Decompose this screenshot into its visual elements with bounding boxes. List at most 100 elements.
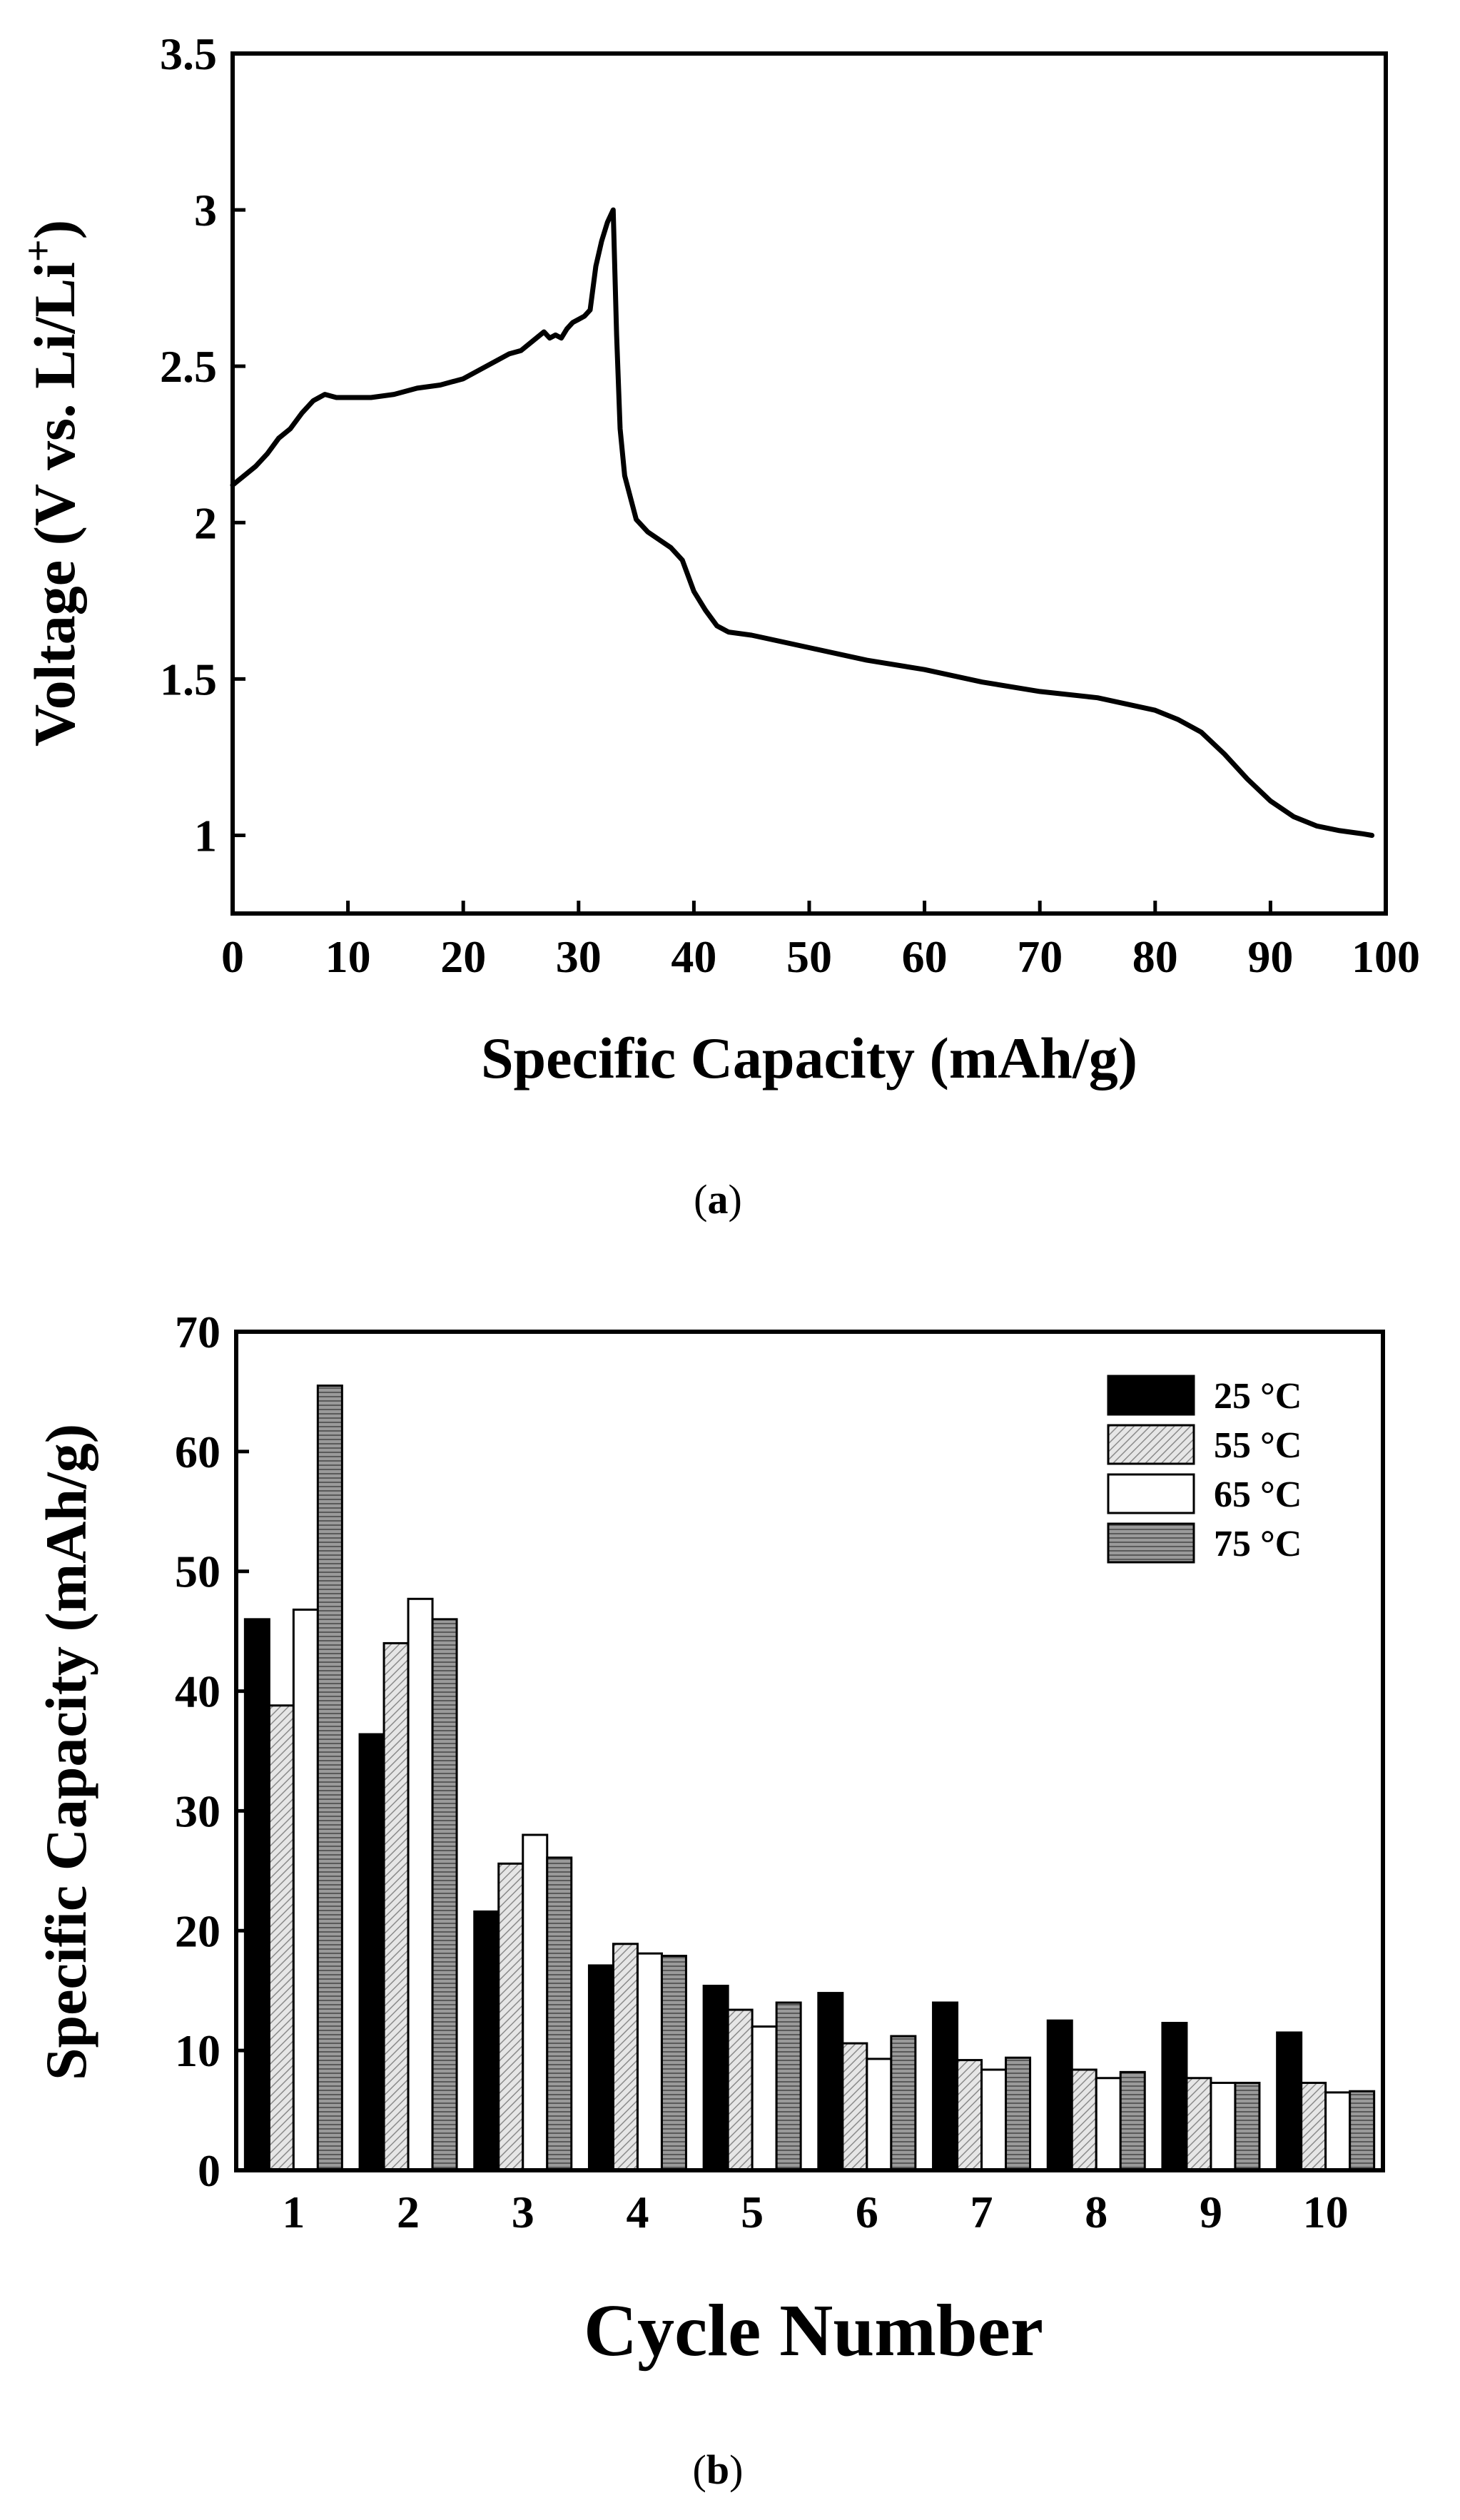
panel-b-legend: 25 °C 55 °C 65 °C 75 °C [1107,1375,1302,1564]
panel-a-x-tick-label-2: 20 [440,931,486,982]
panel-a-x-tick-label-8: 80 [1132,931,1178,982]
panel-b-x-tick-labels: 1 2 3 4 5 6 7 8 9 10 [282,2187,1348,2237]
panel-a-x-axis-title: Specific Capacity (mAh/g) [481,1026,1137,1091]
voltage-curve [230,207,1375,838]
panel-b-caption-letter: b [706,2446,729,2493]
panel-a-caption: (a) [694,1176,742,1223]
panel-a-x-tick-labels: 0 10 20 30 40 50 60 70 80 90 100 [221,931,1420,982]
bar-cycle-3-series-3 [522,1833,549,2172]
bar-cycle-1-series-3 [292,1608,319,2172]
panel-a-x-tick-label-3: 30 [556,931,602,982]
bar-cycle-8-series-2 [1070,2068,1097,2172]
panel-b-x-tick-label-8: 9 [1200,2187,1222,2237]
panel-b-y-tick-labels: 0 10 20 30 40 50 60 70 [175,1307,220,2196]
bar-cycle-3-series-2 [497,1862,524,2172]
panel-a-x-tick-label-0: 0 [221,931,244,982]
panel-b-y-axis-title: Specific Capacity (mAh/g) [34,1424,98,2080]
panel-b-y-tick-label-7: 70 [175,1307,220,1357]
panel-a-frame [230,51,1388,916]
panel-a-ticks [230,51,1388,914]
bar-cycle-7-series-1 [932,2001,959,2172]
panel-a-y-title-sup: + [16,239,61,262]
panel-b-y-tick-label-6: 60 [175,1427,220,1477]
panel-b-x-tick-label-9: 10 [1303,2187,1349,2237]
panel-a-y-title-main: Voltage (V vs. Li/Li [22,262,87,747]
legend-swatch-1 [1107,1375,1195,1416]
panel-b-y-tick-label-2: 20 [175,1906,220,1956]
bar-cycle-2-series-2 [382,1641,410,2172]
panel-b-y-tick-label-4: 40 [175,1666,220,1717]
panel-b-y-tick-label-5: 50 [175,1547,220,1597]
bar-cycle-8-series-1 [1046,2019,1073,2172]
panel-a-y-tick-label-1: 1.5 [160,654,217,704]
bar-cycle-10-series-4 [1349,2090,1376,2172]
panel-a-y-axis-title: Voltage (V vs. Li/Li+) [16,220,87,747]
panel-a-y-tick-label-4: 3 [194,185,217,236]
legend-label-1: 25 °C [1214,1376,1302,1417]
panel-a: 1 1.5 2 2.5 3 3.5 0 10 20 30 40 50 60 70 80 90 100 Spec… [16,29,1420,1223]
panel-b-x-tick-label-1: 2 [397,2187,420,2237]
panel-a-caption-letter: a [708,1176,729,1223]
bar-cycle-5-series-2 [726,2008,754,2172]
panel-a-y-tick-label-5: 3.5 [160,29,217,79]
panel-b-x-tick-label-2: 3 [512,2187,534,2237]
panel-a-y-title-close: ) [22,220,87,239]
bar-cycle-7-series-4 [1005,2056,1032,2172]
bar-cycle-9-series-3 [1210,2081,1237,2172]
panel-a-x-tick-label-1: 10 [325,931,371,982]
bar-cycle-4-series-1 [587,1964,614,2172]
bar-cycle-4-series-3 [636,1952,663,2172]
bar-cycle-10-series-1 [1276,2031,1303,2172]
bar-cycle-8-series-3 [1095,2077,1122,2172]
panel-a-x-tick-label-10: 100 [1352,931,1420,982]
panel-a-x-tick-label-9: 90 [1247,931,1293,982]
panel-b-x-axis-title: Cycle Number [584,2289,1043,2372]
legend-label-2: 55 °C [1214,1425,1302,1466]
panel-b-bars [243,1385,1376,2172]
bar-cycle-6-series-4 [890,2035,917,2172]
bar-cycle-1-series-1 [243,1618,270,2172]
legend-swatch-3 [1107,1473,1195,1514]
bar-cycle-5-series-4 [775,2001,802,2172]
bar-cycle-10-series-2 [1300,2081,1327,2172]
panel-a-y-tick-label-0: 1 [194,810,217,861]
panel-b-x-tick-label-7: 8 [1085,2187,1107,2237]
bar-cycle-9-series-1 [1161,2022,1188,2172]
panel-a-y-tick-label-3: 2.5 [160,341,217,392]
bar-cycle-10-series-3 [1324,2091,1352,2172]
bar-cycle-9-series-2 [1185,2077,1212,2172]
panel-a-x-tick-label-5: 50 [786,931,832,982]
panel-b-x-tick-label-0: 1 [282,2187,305,2237]
panel-b-caption: (b) [693,2446,744,2493]
panel-b-x-tick-label-6: 7 [970,2187,993,2237]
bar-cycle-3-series-1 [473,1910,500,2172]
legend-swatch-4 [1107,1522,1195,1564]
legend-swatch-2 [1107,1424,1195,1465]
bar-cycle-6-series-1 [817,1992,844,2172]
bar-cycle-6-series-3 [866,2058,893,2172]
legend-label-3: 65 °C [1214,1474,1302,1515]
panel-b-x-tick-label-4: 5 [741,2187,764,2237]
bar-cycle-7-series-2 [956,2059,983,2172]
bar-cycle-2-series-3 [407,1597,434,2172]
bar-cycle-6-series-2 [841,2042,868,2172]
bar-cycle-2-series-4 [431,1618,458,2172]
panel-b-y-tick-label-3: 30 [175,1786,220,1836]
bar-cycle-4-series-4 [660,1955,687,2172]
bar-cycle-4-series-2 [612,1943,639,2172]
legend-label-4: 75 °C [1214,1524,1302,1564]
bar-cycle-1-series-4 [316,1385,343,2172]
bar-cycle-3-series-4 [546,1856,573,2172]
bar-cycle-5-series-1 [702,1985,729,2172]
panel-b-x-tick-label-5: 6 [856,2187,878,2237]
panel-b: 0 10 20 30 40 50 60 70 1 2 3 4 5 6 7 8 9 10 25 °C 55 °C 65… [34,1307,1385,2493]
bar-cycle-9-series-4 [1234,2081,1261,2172]
bar-cycle-2-series-1 [358,1733,385,2172]
bar-cycle-5-series-3 [751,2025,778,2172]
panel-a-y-tick-labels: 1 1.5 2 2.5 3 3.5 [160,29,217,861]
panel-b-frame [234,1330,1385,2172]
bar-cycle-8-series-4 [1119,2070,1146,2172]
panel-b-x-tick-label-3: 4 [626,2187,649,2237]
panel-a-y-tick-label-2: 2 [194,497,217,548]
